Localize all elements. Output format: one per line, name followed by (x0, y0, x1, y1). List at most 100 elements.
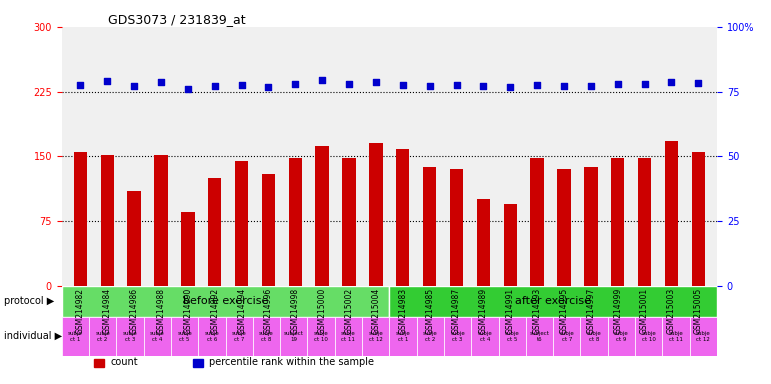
Text: subje
ct 4: subje ct 4 (150, 331, 165, 342)
Bar (235, 161, 248, 286)
Text: GSM215004: GSM215004 (372, 288, 380, 334)
Point (209, 83, 221, 89)
Text: subje
ct 11: subje ct 11 (668, 331, 683, 342)
Bar (530, 158, 544, 286)
Bar (262, 174, 275, 286)
Point (450, 82, 463, 88)
Text: subje
ct 2: subje ct 2 (96, 331, 110, 342)
Text: GSM214996: GSM214996 (264, 288, 273, 334)
Text: subje
ct 9: subje ct 9 (614, 331, 629, 342)
Point (182, 86, 194, 92)
Bar (288, 158, 302, 286)
Text: GSM215003: GSM215003 (667, 288, 676, 334)
Bar (369, 143, 382, 286)
FancyBboxPatch shape (171, 317, 198, 356)
FancyBboxPatch shape (416, 317, 444, 356)
FancyBboxPatch shape (253, 317, 280, 356)
Text: GSM214986: GSM214986 (130, 288, 139, 334)
Text: subje
ct 10: subje ct 10 (314, 331, 328, 342)
Text: subject
19: subject 19 (284, 331, 304, 342)
Text: GSM214990: GSM214990 (183, 288, 193, 334)
FancyBboxPatch shape (389, 317, 416, 356)
Bar (127, 191, 141, 286)
FancyBboxPatch shape (143, 317, 171, 356)
Text: subje
ct 7: subje ct 7 (560, 331, 574, 342)
Text: GSM214983: GSM214983 (399, 288, 407, 334)
Point (477, 83, 490, 89)
Point (343, 81, 355, 87)
Text: subje
ct 8: subje ct 8 (587, 331, 601, 342)
Text: GSM214994: GSM214994 (237, 288, 246, 334)
Bar (342, 158, 355, 286)
Bar (638, 158, 651, 286)
Text: subje
ct 2: subje ct 2 (423, 331, 438, 342)
FancyBboxPatch shape (526, 317, 554, 356)
Text: subje
ct 8: subje ct 8 (259, 331, 274, 342)
Text: subje
ct 1: subje ct 1 (396, 331, 410, 342)
Text: GSM215001: GSM215001 (640, 288, 649, 334)
FancyBboxPatch shape (471, 317, 499, 356)
Text: subje
ct 6: subje ct 6 (204, 331, 219, 342)
Point (611, 81, 624, 87)
Text: subje
ct 3: subje ct 3 (123, 331, 137, 342)
Point (665, 79, 678, 85)
Text: subje
ct 7: subje ct 7 (232, 331, 247, 342)
Text: GSM215002: GSM215002 (345, 288, 354, 334)
Bar (193, 359, 203, 367)
Point (692, 80, 705, 86)
Text: percentile rank within the sample: percentile rank within the sample (209, 357, 374, 367)
Point (423, 83, 436, 89)
FancyBboxPatch shape (662, 317, 690, 356)
Bar (611, 158, 625, 286)
Text: subje
ct 12: subje ct 12 (696, 331, 711, 342)
Text: GSM214993: GSM214993 (533, 288, 541, 334)
Text: GSM215000: GSM215000 (318, 288, 327, 334)
Bar (181, 212, 194, 286)
FancyBboxPatch shape (89, 317, 116, 356)
Text: subje
ct 10: subje ct 10 (641, 331, 656, 342)
Bar (476, 199, 490, 286)
FancyBboxPatch shape (335, 317, 362, 356)
Point (504, 84, 517, 90)
Text: subje
ct 5: subje ct 5 (177, 331, 192, 342)
Text: GSM215005: GSM215005 (694, 288, 702, 334)
FancyBboxPatch shape (635, 317, 662, 356)
Point (262, 84, 274, 90)
Text: protocol ▶: protocol ▶ (4, 296, 54, 306)
FancyBboxPatch shape (389, 286, 717, 317)
Point (235, 82, 247, 88)
Bar (449, 169, 463, 286)
Bar (154, 155, 168, 286)
Text: GSM214998: GSM214998 (291, 288, 300, 334)
Bar (692, 152, 705, 286)
FancyBboxPatch shape (690, 317, 717, 356)
Text: subje
ct 3: subje ct 3 (450, 331, 465, 342)
Text: GSM214997: GSM214997 (586, 288, 595, 334)
Text: before exercise: before exercise (183, 296, 268, 306)
Text: subje
ct 11: subje ct 11 (341, 331, 355, 342)
Point (74, 82, 86, 88)
Bar (423, 167, 436, 286)
Bar (557, 169, 571, 286)
Point (370, 79, 382, 85)
Point (316, 77, 328, 83)
Text: GSM214988: GSM214988 (157, 288, 166, 334)
Bar (584, 167, 598, 286)
Bar (315, 146, 329, 286)
Point (638, 81, 651, 87)
FancyBboxPatch shape (581, 317, 608, 356)
Point (101, 78, 113, 84)
Text: subje
ct 12: subje ct 12 (369, 331, 383, 342)
Text: GSM214991: GSM214991 (506, 288, 515, 334)
Bar (74, 152, 87, 286)
Bar (665, 141, 678, 286)
Point (396, 82, 409, 88)
Point (531, 82, 544, 88)
Text: GSM214995: GSM214995 (560, 288, 568, 334)
Point (128, 83, 140, 89)
Text: GSM214992: GSM214992 (210, 288, 219, 334)
Point (584, 83, 597, 89)
FancyBboxPatch shape (499, 317, 526, 356)
Bar (208, 178, 221, 286)
Text: GDS3073 / 231839_at: GDS3073 / 231839_at (108, 13, 245, 26)
